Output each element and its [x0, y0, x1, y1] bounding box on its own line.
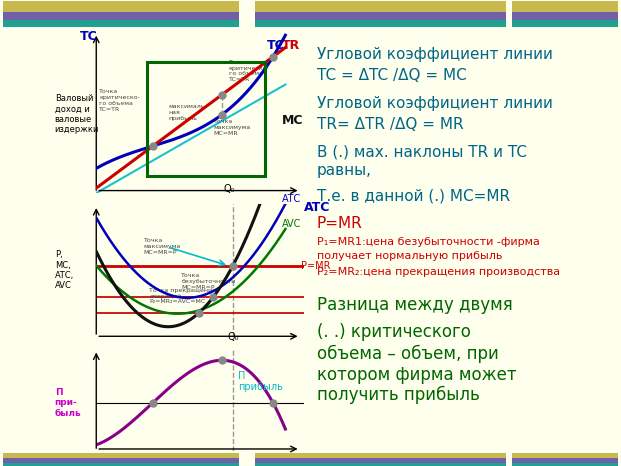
Text: P,
MC,
АТС,
AVC: P, MC, АТС, AVC [55, 250, 74, 290]
Bar [401, 1, 506, 12]
Text: АТС: АТС [281, 193, 301, 204]
Text: P=MR: P=MR [301, 261, 331, 271]
Text: Точка
максимума
MC=MR: Точка максимума MC=MR [214, 119, 251, 136]
Text: (. .) критического: (. .) критического [317, 323, 471, 342]
Text: Т.е. в данной (.) MC=MR: Т.е. в данной (.) MC=MR [317, 188, 510, 204]
Text: Q₀: Q₀ [227, 332, 238, 342]
Bar [512, 1, 618, 12]
Text: Точка
максимума
MC=MR=P: Точка максимума MC=MR=P [143, 239, 181, 255]
Text: TR= ΔTR /ΔQ = MR: TR= ΔTR /ΔQ = MR [317, 117, 464, 132]
Bar [3, 459, 239, 462]
Text: Угловой коэффициент линии: Угловой коэффициент линии [317, 96, 553, 110]
Text: P₁=MR1:цена безубыточности -фирма: P₁=MR1:цена безубыточности -фирма [317, 237, 540, 247]
Text: П
прибыль: П прибыль [238, 371, 283, 392]
Bar [401, 459, 506, 462]
Text: Точка
критическо-
го объема
TC=TR: Точка критическо- го объема TC=TR [229, 60, 270, 82]
Text: котором фирма может: котором фирма может [317, 365, 517, 384]
Bar [255, 1, 491, 12]
Text: TR: TR [281, 39, 300, 52]
Text: TC = ΔTC /ΔQ = MC: TC = ΔTC /ΔQ = MC [317, 68, 467, 83]
Bar [255, 20, 491, 27]
Text: TC: TC [80, 30, 97, 43]
Text: Валовый
доход и
валовые
издержки: Валовый доход и валовые издержки [55, 94, 99, 134]
Text: получает нормальную прибыль: получает нормальную прибыль [317, 251, 502, 261]
Text: максималь-
ная
прибыль: максималь- ная прибыль [168, 104, 207, 121]
Text: получить прибыль: получить прибыль [317, 385, 479, 404]
Bar [255, 459, 491, 462]
Bar [255, 453, 491, 459]
Bar [3, 20, 239, 27]
Bar [512, 462, 618, 466]
Text: P=MR: P=MR [317, 216, 363, 231]
Bar [401, 20, 506, 27]
Bar [147, 62, 265, 176]
Bar [512, 12, 618, 20]
Text: Q₀: Q₀ [224, 184, 235, 194]
Bar [512, 453, 618, 459]
Text: П
при-
быль: П при- быль [55, 388, 81, 418]
Text: TC: TC [266, 40, 284, 53]
Bar [255, 12, 491, 20]
Bar [255, 462, 491, 466]
Bar [3, 453, 239, 459]
Text: Точка
критическо-
го объема
TC=TR: Точка критическо- го объема TC=TR [99, 89, 140, 112]
Text: ATC: ATC [304, 201, 330, 214]
Bar [512, 20, 618, 27]
Text: Угловой коэффициент линии: Угловой коэффициент линии [317, 47, 553, 62]
Bar [3, 462, 239, 466]
Bar [512, 459, 618, 462]
Bar [401, 462, 506, 466]
Text: В (.) мах. наклоны TR и TC: В (.) мах. наклоны TR и TC [317, 144, 527, 159]
Text: Точка прекращения
операций
P₂=MR₂=AVC=MC: Точка прекращения операций P₂=MR₂=AVC=MC [149, 288, 216, 304]
Bar [3, 12, 239, 20]
Text: Разница между двумя: Разница между двумя [317, 296, 513, 314]
Text: AVC: AVC [281, 219, 301, 229]
Bar [401, 453, 506, 459]
Bar [401, 12, 506, 20]
Text: MC: MC [281, 114, 303, 127]
Text: равны,: равны, [317, 163, 372, 178]
Text: Точка
безубыточности
MC=MR=P: Точка безубыточности MC=MR=P [181, 273, 235, 290]
Text: P₂=MR₂:цена прекращения производства: P₂=MR₂:цена прекращения производства [317, 267, 560, 277]
Bar [3, 1, 239, 12]
Text: объема – объем, при: объема – объем, при [317, 344, 499, 363]
